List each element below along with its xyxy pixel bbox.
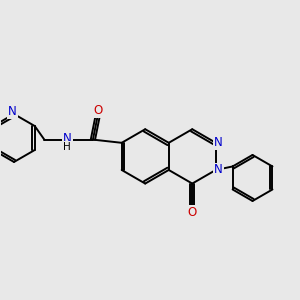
Text: N: N <box>63 131 72 145</box>
Text: N: N <box>214 136 223 149</box>
Text: H: H <box>64 142 71 152</box>
Text: O: O <box>93 104 102 117</box>
Text: N: N <box>8 105 17 118</box>
Text: N: N <box>214 164 223 176</box>
Text: O: O <box>188 206 197 219</box>
